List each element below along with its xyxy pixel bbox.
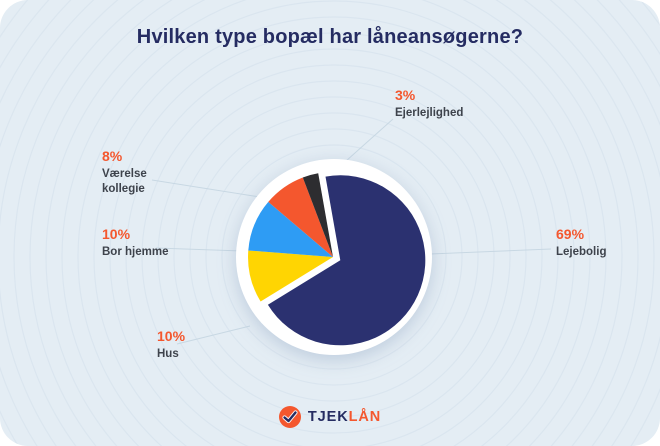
callout-percent: 69% bbox=[556, 226, 585, 242]
brand-name-primary: TJEK bbox=[307, 409, 349, 425]
callout-label: Ejerlejlighed bbox=[395, 107, 464, 119]
callout-label: Lejebolig bbox=[556, 246, 607, 258]
callout-ejerlejlighed: 3% Ejerlejlighed bbox=[395, 88, 463, 121]
callout-lejebolig: 69% Lejebolig bbox=[556, 227, 606, 260]
pie-slice-ejerlejlighed bbox=[302, 173, 333, 257]
callout-bor-hjemme: 10% Bor hjemme bbox=[102, 227, 168, 260]
callout-label-line2: kollegie bbox=[102, 183, 145, 195]
callout-connector-lines bbox=[151, 118, 552, 345]
chart-title: Hvilken type bopæl har låneansøgerne? bbox=[136, 26, 524, 48]
pie-slice-bor-hjemme bbox=[248, 201, 333, 257]
pie-chart bbox=[248, 173, 426, 346]
pie-slice-lejebolig bbox=[267, 175, 426, 346]
callout-percent: 10% bbox=[157, 328, 186, 344]
callout-label: Hus bbox=[157, 348, 179, 360]
callout-percent: 3% bbox=[395, 87, 416, 103]
check-circle-icon bbox=[278, 406, 301, 428]
callout-vaerelse-kollegie: 8% Værelse kollegie bbox=[102, 149, 147, 197]
callout-percent: 8% bbox=[102, 148, 123, 164]
brand-name-secondary: LÅN bbox=[348, 409, 382, 425]
brand-logo: TJEKLÅN bbox=[0, 404, 660, 430]
pie-slice-hus bbox=[248, 250, 333, 302]
callout-percent: 10% bbox=[102, 226, 131, 242]
callout-label: Bor hjemme bbox=[102, 246, 169, 258]
callout-label: Værelse bbox=[102, 168, 147, 180]
brand-name: TJEKLÅN bbox=[308, 409, 381, 425]
pie-slice-v-relse-kollegie bbox=[268, 177, 333, 257]
callout-hus: 10% Hus bbox=[157, 329, 185, 362]
